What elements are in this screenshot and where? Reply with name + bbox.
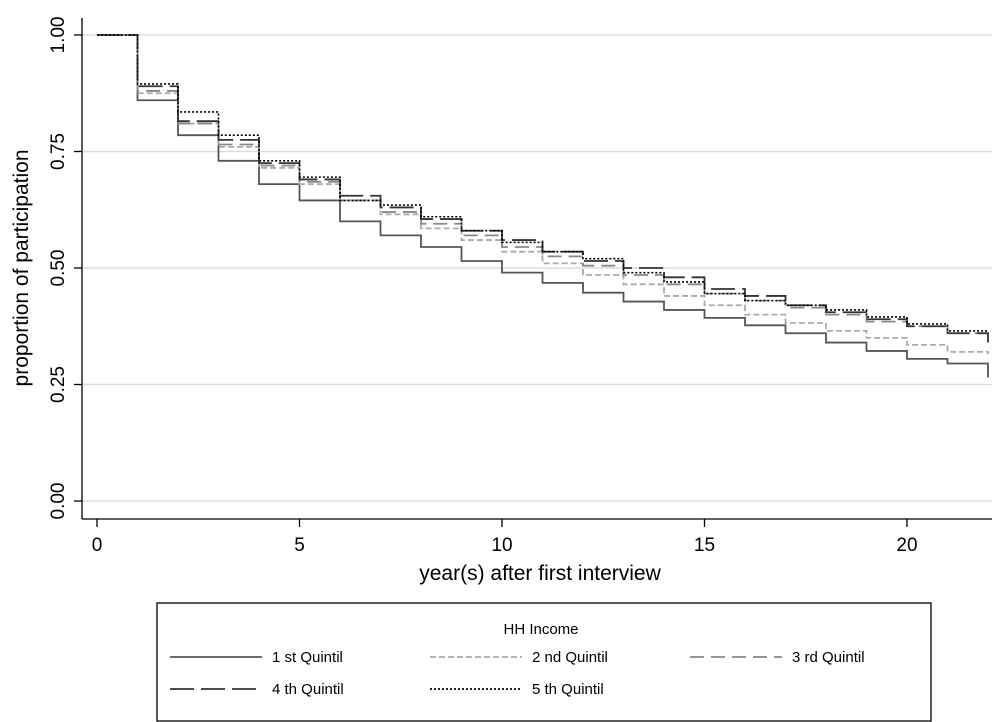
grid-lines xyxy=(82,34,992,502)
x-axis-title: year(s) after first interview xyxy=(419,562,661,585)
legend-label-4: 4 th Quintil xyxy=(272,681,344,698)
y-axis-title: proportion of participation xyxy=(10,150,33,387)
series-line-4 xyxy=(97,34,989,343)
series-line-5 xyxy=(97,34,988,332)
x-tick-label-4: 20 xyxy=(896,535,917,556)
series-line-1 xyxy=(97,34,989,378)
legend-label-3: 3 rd Quintil xyxy=(792,649,865,666)
legend-label-2: 2 nd Quintil xyxy=(532,649,608,666)
y-tick-label-1: 0.25 xyxy=(48,366,69,403)
y-tick-label-4: 1.00 xyxy=(48,17,69,54)
y-tick-label-0: 0.00 xyxy=(48,483,69,520)
series-line-3 xyxy=(97,34,989,336)
legend-title: HH Income xyxy=(503,621,578,638)
ticks: 0 5 10 15 20 0.00 0.25 0.50 0.75 1.00 xyxy=(48,17,918,556)
x-tick-label-2: 10 xyxy=(491,535,512,556)
x-tick-label-3: 15 xyxy=(694,535,715,556)
series-line-2 xyxy=(97,34,989,355)
x-tick-label-0: 0 xyxy=(92,535,103,556)
legend-label-1: 1 st Quintil xyxy=(272,649,343,666)
y-tick-label-3: 0.75 xyxy=(48,133,69,170)
x-tick-label-1: 5 xyxy=(294,535,305,556)
legend-items: 1 st Quintil 2 nd Quintil 3 rd Quintil 4 th… xyxy=(170,649,865,698)
y-tick-label-2: 0.50 xyxy=(48,250,69,287)
legend-box xyxy=(156,602,932,722)
legend-label-5: 5 th Quintil xyxy=(532,681,604,698)
legend: HH Income 1 st Quintil 2 nd Quintil 3 rd Q… xyxy=(156,602,932,722)
series-lines xyxy=(97,34,989,378)
